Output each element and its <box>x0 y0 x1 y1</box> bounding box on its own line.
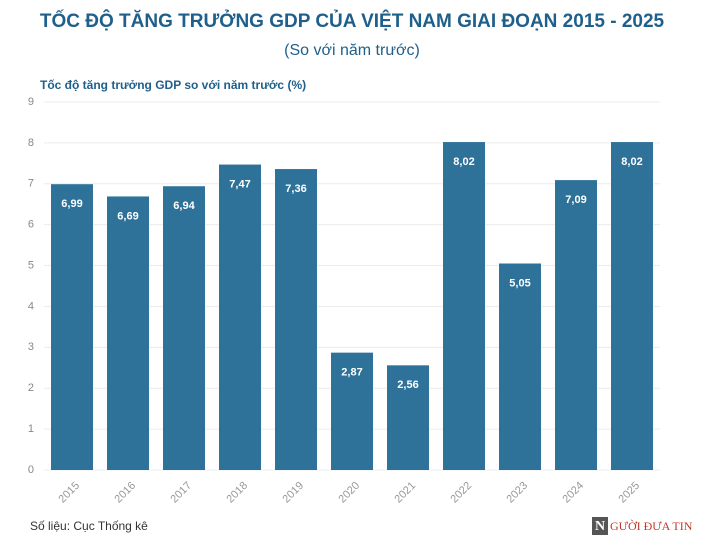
x-tick-label: 2025 <box>616 480 642 506</box>
chart-subtitle: (So với năm trước) <box>284 42 420 59</box>
x-tick-label: 2019 <box>280 480 306 506</box>
x-tick-label: 2022 <box>448 480 474 506</box>
bar <box>499 263 541 470</box>
y-tick-label: 8 <box>28 137 34 149</box>
x-tick-label: 2015 <box>56 480 82 506</box>
y-tick-label: 2 <box>28 382 34 394</box>
value-label: 2,87 <box>341 367 362 379</box>
y-tick-label: 4 <box>28 300 34 312</box>
bar <box>275 169 317 470</box>
y-axis-label: Tốc độ tăng trưởng GDP so với năm trước … <box>40 78 306 92</box>
bar <box>219 164 261 470</box>
value-label: 7,36 <box>285 183 306 195</box>
value-label: 6,94 <box>173 200 195 212</box>
bar <box>387 365 429 470</box>
chart-title: TỐC ĐỘ TĂNG TRƯỞNG GDP CỦA VIỆT NAM GIAI… <box>40 10 665 32</box>
value-label: 8,02 <box>453 156 474 168</box>
x-tick-label: 2018 <box>224 480 250 506</box>
y-tick-label: 1 <box>28 423 34 435</box>
x-tick-label: 2020 <box>336 480 362 506</box>
y-tick-label: 5 <box>28 259 34 271</box>
x-tick-label: 2016 <box>112 480 138 506</box>
x-tick-label: 2024 <box>560 480 586 506</box>
bar <box>107 196 149 470</box>
logo-text: GƯỜI ĐƯA TIN <box>610 519 693 533</box>
value-label: 7,09 <box>565 194 586 206</box>
bar <box>611 142 653 470</box>
value-label: 6,69 <box>117 210 138 222</box>
bar <box>331 352 373 470</box>
bar <box>555 180 597 470</box>
source: Số liệu: Cục Thống kê <box>30 519 148 533</box>
y-tick-label: 7 <box>28 178 34 190</box>
y-tick-label: 3 <box>28 341 34 353</box>
bar <box>163 186 205 470</box>
logo-initial: N <box>595 519 605 534</box>
bar <box>51 184 93 471</box>
x-tick-label: 2023 <box>504 480 530 506</box>
value-label: 6,99 <box>61 198 82 210</box>
x-tick-label: 2021 <box>392 480 418 506</box>
value-label: 2,56 <box>397 379 418 391</box>
y-tick-label: 6 <box>28 219 34 231</box>
bar <box>443 142 485 470</box>
value-label: 5,05 <box>509 277 530 289</box>
y-tick-label: 9 <box>28 96 34 108</box>
x-tick-label: 2017 <box>168 480 194 506</box>
y-tick-label: 0 <box>28 464 34 476</box>
logo-box <box>592 517 608 535</box>
value-label: 8,02 <box>621 156 642 168</box>
value-label: 7,47 <box>229 178 250 190</box>
